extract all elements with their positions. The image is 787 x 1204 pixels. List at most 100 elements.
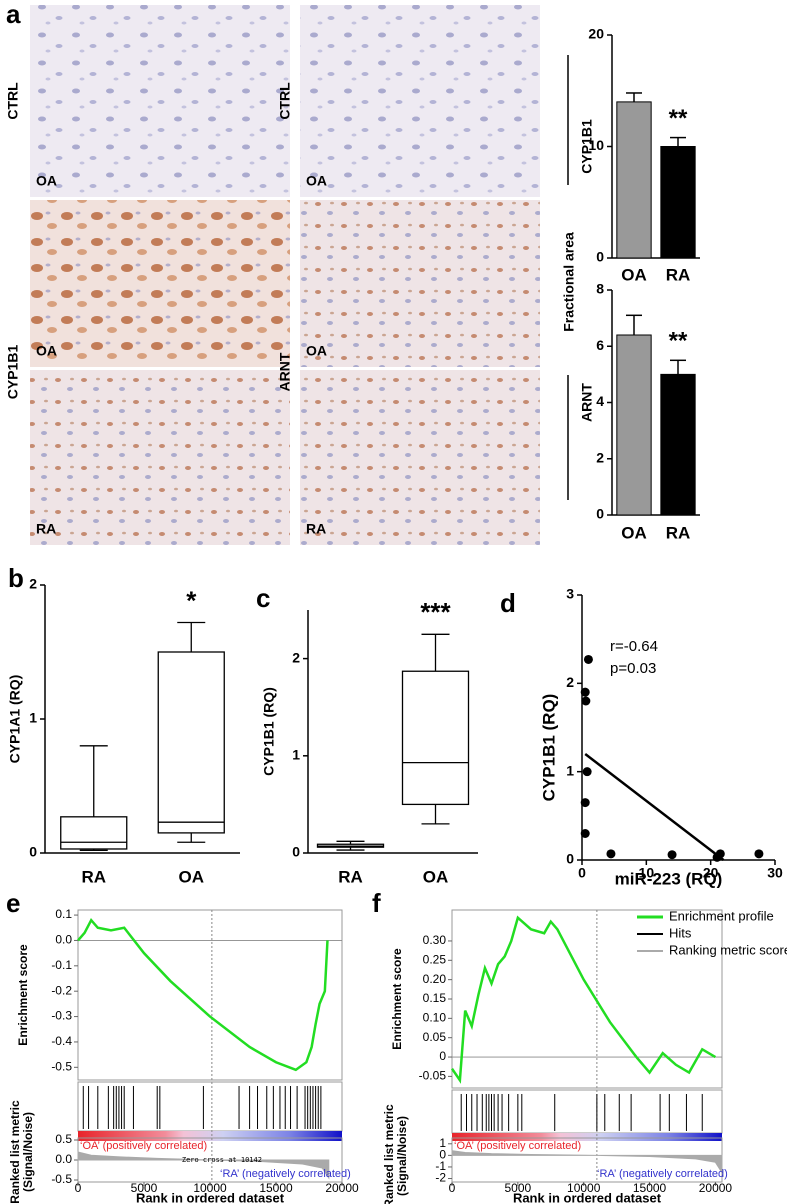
y-tick-label: -0.05 xyxy=(419,1069,447,1083)
y-tick-label: 6 xyxy=(596,337,604,353)
y-axis-label: Ranked list metric xyxy=(8,1100,22,1204)
y-tick-label: 1 xyxy=(439,1136,446,1150)
zero-cross-label: Zero cross at 10142 xyxy=(182,1156,262,1164)
y-tick-label: 2 xyxy=(596,449,604,465)
y-axis-label: (Signal/Noise) xyxy=(21,1112,35,1192)
micrograph xyxy=(300,5,540,197)
legend-label: Ranking metric scores xyxy=(669,942,787,957)
y-axis-label: CYP1B1 xyxy=(579,119,595,174)
y-tick-label: -1 xyxy=(435,1159,446,1173)
box xyxy=(401,670,470,806)
y-tick-label: 10 xyxy=(588,137,604,153)
corner-label: OA xyxy=(306,343,327,359)
y-tick-label: 20 xyxy=(588,26,604,42)
annotation: p=0.03 xyxy=(610,660,656,677)
bar xyxy=(616,334,652,516)
y-tick-label: 0.5 xyxy=(55,1132,72,1146)
y-tick-label: 0 xyxy=(596,249,604,265)
row-label: CTRL xyxy=(5,82,21,120)
significance: *** xyxy=(420,597,451,627)
neg-label: ‘RA’ (negatively correlated) xyxy=(597,1168,728,1180)
x-tick-label: RA xyxy=(666,523,691,542)
significance: ** xyxy=(669,328,688,355)
y-axis-label: (Signal/Noise) xyxy=(395,1116,409,1196)
micrograph xyxy=(30,5,290,197)
x-axis-label: miR-223 (RQ) xyxy=(615,869,723,888)
panel-letter: f xyxy=(372,888,381,918)
point xyxy=(715,849,725,859)
y-tick-label: 2 xyxy=(29,576,37,592)
rank-color-bar xyxy=(452,1133,722,1141)
micrographs xyxy=(30,5,540,545)
significance: * xyxy=(186,585,197,615)
y-tick-label: 0.05 xyxy=(423,1030,447,1044)
x-tick-label: 0 xyxy=(449,1181,456,1195)
y-axis-label: ARNT xyxy=(579,383,595,422)
bar xyxy=(660,373,696,516)
y-tick-label: 0.0 xyxy=(55,933,72,947)
point xyxy=(580,687,590,697)
y-tick-label: 2 xyxy=(292,649,300,665)
box xyxy=(60,816,128,850)
panel-letter: c xyxy=(256,583,270,613)
y-tick-label: -0.5 xyxy=(51,1059,72,1073)
point xyxy=(583,654,593,664)
x-tick-label: 10000 xyxy=(567,1181,601,1195)
fit-line xyxy=(584,753,725,861)
metric-area xyxy=(77,1151,330,1180)
x-axis-label: Rank in ordered dataset xyxy=(136,1190,285,1204)
pos-label: ‘OA’ (positively correlated) xyxy=(80,1140,207,1152)
y-tick-label: 0 xyxy=(292,844,300,860)
bar xyxy=(616,101,652,259)
corner-label: RA xyxy=(36,521,56,537)
row-label: ARNT xyxy=(277,352,293,391)
y-tick-label: 0 xyxy=(439,1049,446,1063)
y-tick-label: 0 xyxy=(29,844,37,860)
y-axis-label: Ranked list metric xyxy=(382,1104,396,1204)
x-tick-label: 10000 xyxy=(193,1181,227,1195)
y-axis-label: CYP1A1 (RQ) xyxy=(7,675,23,764)
x-tick-label: OA xyxy=(621,265,647,284)
micrograph xyxy=(30,200,290,367)
y-tick-label: -0.4 xyxy=(51,1034,72,1048)
y-tick-label: 0 xyxy=(566,851,574,867)
x-tick-label: 15000 xyxy=(259,1181,293,1195)
y-tick-label: 0.10 xyxy=(423,1011,447,1025)
y-tick-label: 1 xyxy=(566,762,574,778)
pos-label: ‘OA’ (positively correlated) xyxy=(454,1140,581,1152)
x-tick-label: 5000 xyxy=(131,1181,158,1195)
point xyxy=(580,829,590,838)
x-tick-label: RA xyxy=(81,867,106,886)
panel-letter: b xyxy=(8,563,24,593)
y-tick-label: 0.15 xyxy=(423,991,447,1005)
y-tick-label: 0 xyxy=(596,506,604,522)
legend-label: Enrichment profile xyxy=(669,908,774,923)
x-tick-label: 15000 xyxy=(633,1181,667,1195)
enrichment-profile xyxy=(450,915,717,1084)
point xyxy=(667,850,677,860)
metric-area xyxy=(451,1150,723,1175)
x-tick-label: 20 xyxy=(703,865,719,881)
x-tick-label: OA xyxy=(179,867,205,886)
y-tick-label: 1 xyxy=(292,747,300,763)
x-tick-label: 0 xyxy=(578,865,586,881)
x-tick-label: OA xyxy=(423,867,449,886)
x-tick-label: OA xyxy=(621,523,647,542)
y-tick-label: 0.25 xyxy=(423,952,447,966)
y-tick-label: 0.30 xyxy=(423,933,447,947)
corner-label: RA xyxy=(306,521,326,537)
y-tick-label: -0.1 xyxy=(51,958,72,972)
y-axis-label: Enrichment score xyxy=(16,944,30,1046)
corner-label: OA xyxy=(306,173,327,189)
y-tick-label: -0.3 xyxy=(51,1009,72,1023)
x-tick-label: 5000 xyxy=(505,1181,532,1195)
significance: ** xyxy=(669,105,688,132)
micrograph xyxy=(300,370,540,545)
bar xyxy=(660,146,696,259)
panel-letter: a xyxy=(6,0,21,29)
corner-label: OA xyxy=(36,173,57,189)
y-tick-label: 4 xyxy=(596,393,604,409)
point xyxy=(754,849,764,859)
panel-letter: d xyxy=(500,588,516,618)
